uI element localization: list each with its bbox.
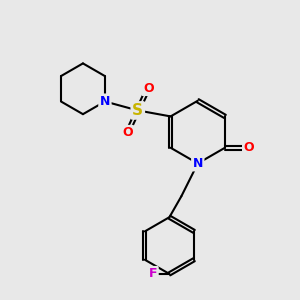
Text: N: N bbox=[100, 95, 110, 108]
Text: O: O bbox=[143, 82, 154, 94]
Text: O: O bbox=[244, 141, 254, 154]
Text: F: F bbox=[149, 267, 157, 280]
Text: S: S bbox=[132, 103, 143, 118]
Text: N: N bbox=[193, 157, 203, 170]
Text: O: O bbox=[122, 126, 133, 139]
